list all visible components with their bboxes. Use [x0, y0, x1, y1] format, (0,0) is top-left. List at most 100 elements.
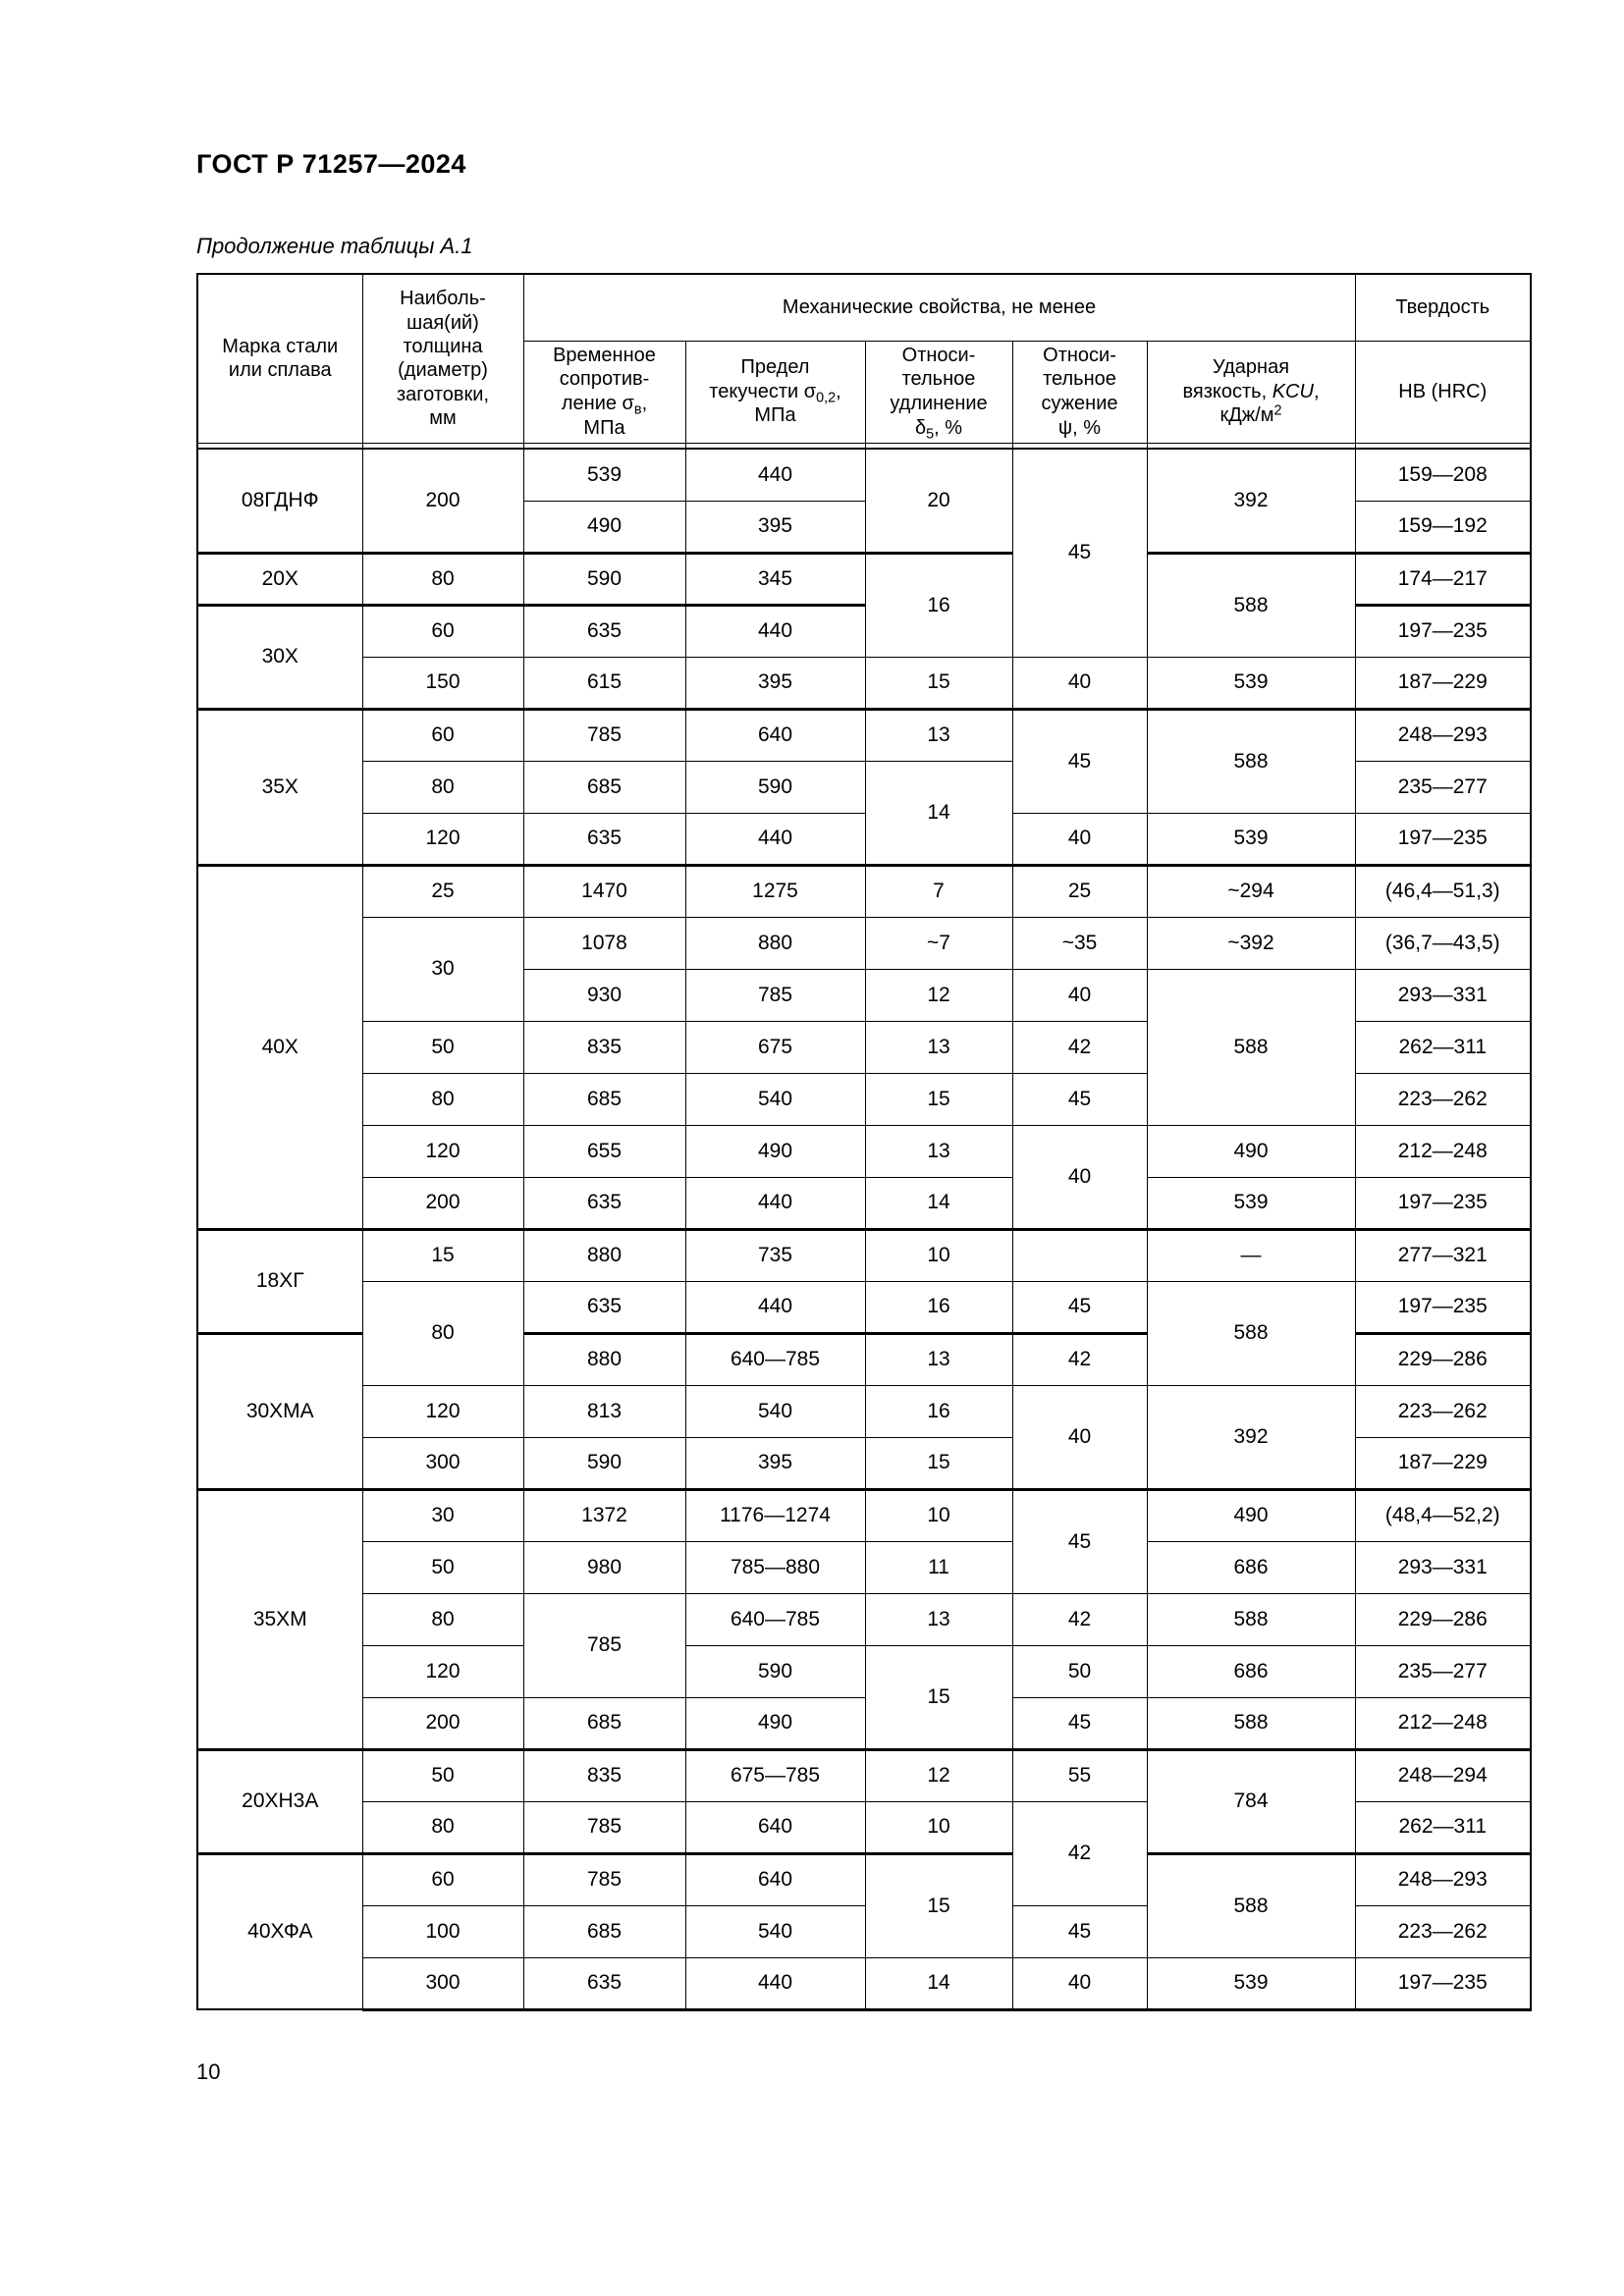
table-cell: (46,4—51,3) — [1354, 863, 1532, 918]
elongation-unit: , % — [934, 416, 963, 439]
table-cell: 40 — [1011, 656, 1148, 710]
table-cell: 300 — [361, 1436, 524, 1490]
table-cell: 40Х — [196, 863, 363, 1230]
table-cell: 223—262 — [1354, 1072, 1532, 1126]
table-cell: 100 — [361, 1904, 524, 1958]
table-cell: 235—277 — [1354, 1644, 1532, 1698]
table-cell: 640 — [684, 1800, 866, 1854]
table-cell: 197—235 — [1354, 1956, 1532, 2011]
reduction-of-area-text: Относи- тельное сужение ψ, % — [1041, 344, 1118, 439]
col-header-hb-hrc: НВ (HRC) — [1354, 340, 1532, 444]
table-row: 300 635 440 14 40 539 197—235 — [197, 1956, 1532, 2011]
col-header-steel-grade: Марка стали или сплава — [196, 273, 363, 444]
table-cell: 640—785 — [684, 1592, 866, 1646]
table-cell: 490 — [684, 1696, 866, 1750]
table-caption: Продолжение таблицы А.1 — [196, 234, 473, 258]
table-cell: 40ХФА — [196, 1851, 363, 2010]
table-cell: 229—286 — [1354, 1592, 1532, 1646]
table-cell: 80 — [361, 1072, 524, 1126]
table-cell: 212—248 — [1354, 1124, 1532, 1178]
table-cell: 685 — [522, 1072, 686, 1126]
table-cell: 490 — [1146, 1124, 1356, 1178]
table-cell: ~392 — [1146, 916, 1356, 970]
table-cell: 590 — [684, 1644, 866, 1698]
table-cell: 20 — [864, 448, 1013, 554]
table-cell: 539 — [522, 448, 686, 502]
table-cell: 13 — [864, 1331, 1013, 1386]
table-cell: 785 — [522, 1592, 686, 1698]
table-cell: 60 — [361, 1851, 524, 1906]
table-cell: 785 — [522, 707, 686, 762]
table-cell: 588 — [1146, 968, 1356, 1126]
table-cell: 174—217 — [1354, 551, 1532, 606]
table-cell: 735 — [684, 1227, 866, 1282]
table-row: 80 685 540 15 45 223—262 — [197, 1072, 1532, 1126]
table-cell: 50 — [1011, 1644, 1148, 1698]
table-row: 35Х 60 785 640 13 45 588 248—293 — [196, 707, 1532, 866]
table-cell: 1470 — [522, 863, 686, 918]
table-row: 150 615 395 15 40 539 187—229 — [197, 656, 1532, 710]
table-cell: 42 — [1011, 1331, 1148, 1386]
table-cell: 45 — [1011, 1904, 1148, 1958]
divider-cell — [1354, 442, 1532, 451]
table-cell: 10 — [864, 1227, 1013, 1282]
table-cell: (36,7—43,5) — [1354, 916, 1532, 970]
table-cell: 55 — [1011, 1747, 1148, 1802]
table-cell: 20Х — [196, 551, 363, 606]
table-cell: 635 — [522, 603, 686, 658]
table-cell: 440 — [684, 1956, 866, 2011]
table-cell: 785 — [684, 968, 866, 1022]
table-cell: 15 — [864, 1644, 1013, 1750]
table-cell: 13 — [864, 707, 1013, 762]
table-cell: 13 — [864, 1592, 1013, 1646]
table-cell: 880 — [522, 1227, 686, 1282]
table-cell: 15 — [864, 1436, 1013, 1490]
tensile-strength-subscript: в — [633, 401, 642, 418]
table-cell: 50 — [361, 1747, 524, 1802]
table-cell: 50 — [361, 1540, 524, 1594]
table-cell: 16 — [864, 551, 1013, 658]
table-cell: 80 — [361, 1592, 524, 1646]
table-row: 50 835 675 13 42 262—311 — [197, 1020, 1532, 1074]
table-cell: 640—785 — [684, 1331, 866, 1386]
table-cell: 200 — [361, 1176, 524, 1230]
col-header-mechanical-properties: Механические свойства, не менее — [522, 273, 1356, 342]
table-cell: 785 — [522, 1800, 686, 1854]
table-cell: ~35 — [1011, 916, 1148, 970]
table-row: 35ХМ 30 1372 1176—1274 10 45 490 (48,4—52,2) — [196, 1487, 1532, 1750]
impact-toughness-text: Ударная вязкость, — [1182, 355, 1290, 402]
table-cell: 40 — [1011, 1956, 1148, 2011]
table-row: 20Х 80 590 345 16 588 174—217 — [196, 551, 1532, 658]
tensile-strength-text: Временное сопротив- ление σ — [553, 344, 656, 415]
table-cell: 20ХН3А — [196, 1747, 363, 1854]
table-cell: 60 — [361, 603, 524, 658]
col-header-thickness: Наиболь- шая(ий) толщина (диаметр) загот… — [361, 273, 524, 444]
table-cell: 120 — [361, 812, 524, 866]
table-row: 120 590 15 50 686 235—277 — [197, 1644, 1532, 1750]
yield-strength-subscript: 0,2 — [816, 390, 837, 405]
table-cell: 159—208 — [1354, 448, 1532, 502]
elongation-text: Относи- тельное удлинение δ — [890, 344, 988, 439]
table-cell: 539 — [1146, 1176, 1356, 1230]
table-cell: 11 — [864, 1540, 1013, 1594]
header-row-sub: Временное сопротив- ление σв, МПа Предел… — [197, 340, 1532, 444]
table-cell: 42 — [1011, 1592, 1148, 1646]
table-row: 50 980 785—880 11 686 293—331 — [197, 1540, 1532, 1594]
table-cell: 40 — [1011, 1384, 1148, 1490]
table-cell: 640 — [684, 1851, 866, 1906]
table-cell: 14 — [864, 1956, 1013, 2011]
table-cell: 120 — [361, 1124, 524, 1178]
table-row: 80 635 440 16 45 588 197—235 — [197, 1280, 1532, 1386]
table-cell: 880 — [684, 916, 866, 970]
table-cell: 15 — [864, 656, 1013, 710]
table-cell: 45 — [1011, 707, 1148, 814]
table-cell: 1275 — [684, 863, 866, 918]
table-row: 80 785 640—785 13 42 588 229—286 — [197, 1592, 1532, 1698]
table-row: 30ХМА 880 640—785 13 42 229—286 — [196, 1331, 1532, 1490]
table-cell: 262—311 — [1354, 1020, 1532, 1074]
table-cell: 784 — [1146, 1747, 1356, 1854]
table-cell: 50 — [361, 1020, 524, 1074]
table-cell: 15 — [361, 1227, 524, 1282]
col-header-impact-toughness: Ударная вязкость, KCU, кДж/м2 — [1146, 340, 1356, 444]
table-row: 200 635 440 14 539 197—235 — [197, 1176, 1532, 1230]
